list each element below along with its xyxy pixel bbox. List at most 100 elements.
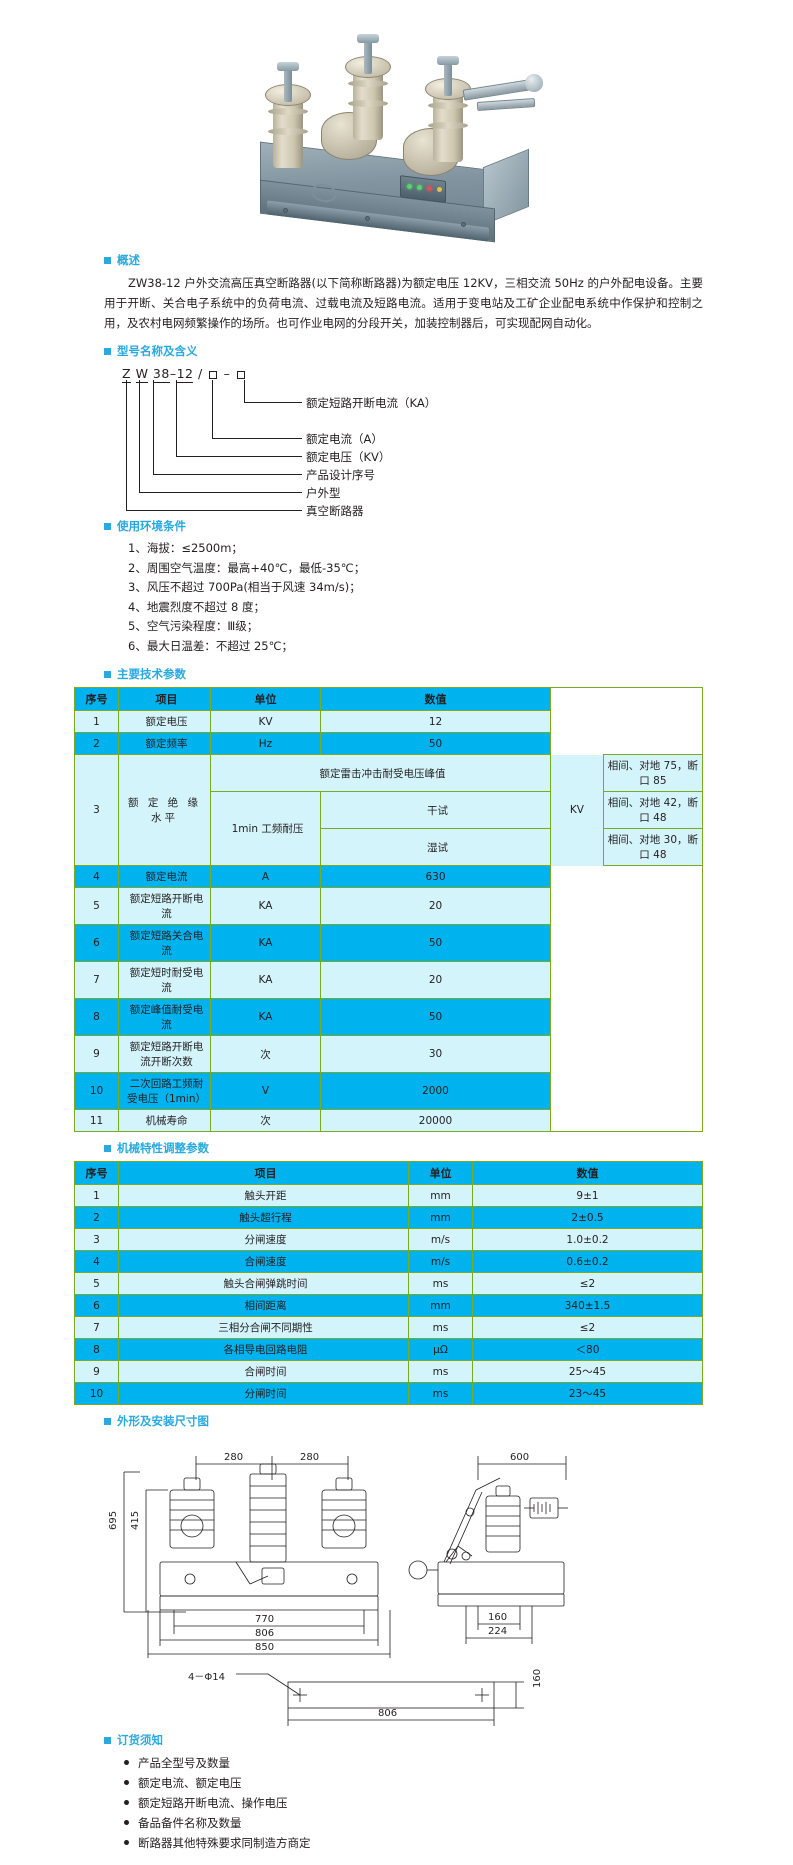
terminal-post-b [364, 40, 372, 74]
dimension-drawings: 280 280 695 415 770 806 850 600 160 224 … [0, 1434, 793, 1726]
dim-front-height-695: 695 [108, 1510, 119, 1530]
table-header-row: 序号 项目 单位 数值 [74, 1161, 703, 1185]
section-heading-main-params: 主要技术参数 [0, 666, 793, 682]
breaker-illustration [225, 8, 570, 248]
cell-item: 分闸速度 [118, 1228, 409, 1251]
leader-v-12 [176, 380, 177, 456]
table-row: 6 额定短路关合电流 KA 50 [74, 924, 703, 962]
cell-no: 3 [74, 1228, 119, 1251]
table-row: 1 额定电压 KV 12 [74, 710, 703, 733]
bullet-square-icon [104, 256, 111, 264]
table-row: 4 合闸速度 m/s 0.6±0.2 [74, 1250, 703, 1273]
cell-item: 额定短路关合电流 [118, 924, 211, 962]
ordering-list: 产品全型号及数量 额定电流、额定电压 额定短路开断电流、操作电压 备品备件名称及… [0, 1753, 793, 1853]
leader-h-vcb [126, 510, 302, 511]
mech-params-table-wrap: 序号 项目 单位 数值 1 触头开距 mm 9±1 2 触头超行程 mm 2±0 [0, 1161, 793, 1405]
cell-value: 30 [320, 1035, 551, 1073]
cell-no: 2 [74, 1206, 119, 1229]
ordering-item: 额定电流、额定电压 [124, 1773, 793, 1793]
cell-value: 12 [320, 710, 551, 733]
model-code-box-breaking [236, 370, 245, 379]
leader-h-design [153, 474, 302, 475]
dim-front-width-806: 806 [255, 1628, 275, 1639]
cell-no: 4 [74, 1250, 119, 1273]
cell-no: 3 [74, 754, 119, 866]
environment-item: 5、空气污染程度：Ⅲ级； [128, 619, 259, 633]
cell-dry-test: 干试 [320, 791, 551, 829]
cell-item: 相间距离 [118, 1294, 409, 1317]
table-row: 10 二次回路工频耐受电压（1min） V 2000 [74, 1072, 703, 1110]
model-code-38: 38 [152, 366, 170, 383]
cell-unit: m/s [408, 1250, 473, 1273]
col-header-value: 数值 [472, 1161, 703, 1185]
cell-unit: mm [408, 1206, 473, 1229]
cell-insulation-group: 额 定 绝 缘水平 [118, 754, 211, 866]
cell-item: 额定电流 [118, 865, 211, 888]
cell-no: 10 [74, 1072, 119, 1110]
section-heading-model: 型号名称及含义 [0, 343, 793, 359]
indicator-led-green-1 [407, 184, 412, 189]
model-heading-label: 型号名称及含义 [117, 344, 198, 358]
cell-lightning-impulse: 额定雷击冲击耐受电压峰值 [210, 754, 551, 792]
product-photo [0, 0, 793, 252]
cell-no: 7 [74, 961, 119, 999]
col-header-unit: 单位 [408, 1161, 473, 1185]
cell-value: 50 [320, 732, 551, 755]
leader-v-38 [153, 380, 154, 474]
leader-h-outdoor [139, 492, 302, 493]
environment-list: 1、海拔：≤2500m； 2、周围空气温度：最高+40℃，最低-35℃； 3、风… [0, 539, 793, 656]
cell-value: ≤2 [472, 1316, 703, 1339]
dim-plan-806: 806 [378, 1708, 398, 1719]
dim-front-width-850: 850 [255, 1642, 275, 1653]
model-code-minus: – [223, 366, 231, 381]
cell-unit: A [210, 865, 321, 888]
operating-arm-lower [476, 97, 536, 112]
table-row-insulation: 3 额 定 绝 缘水平 额定雷击冲击耐受电压峰值 KV 相间、对地 75，断口 … [74, 754, 704, 866]
cell-no: 1 [74, 1184, 119, 1207]
environment-item: 6、最大日温差：不超过 25℃； [128, 638, 294, 653]
ordering-item: 额定短路开断电流、操作电压 [124, 1793, 793, 1813]
cell-no: 7 [74, 1316, 119, 1339]
col-header-value: 数值 [320, 687, 551, 711]
cell-unit: μΩ [408, 1338, 473, 1361]
cell-no: 6 [74, 1294, 119, 1317]
col-header-item: 项目 [118, 687, 211, 711]
leader-h-voltage [176, 456, 302, 457]
cell-item: 合闸时间 [118, 1360, 409, 1383]
cell-value: 相间、对地 42，断口 48 [602, 791, 704, 829]
model-label-design-serial: 产品设计序号 [306, 468, 375, 482]
cell-no: 9 [74, 1035, 119, 1073]
cell-value: 20 [320, 961, 551, 999]
cell-unit: ms [408, 1382, 473, 1405]
main-params-table: 序号 项目 单位 数值 1 额定电压 KV 12 2 额定频率 Hz 50 [74, 687, 704, 1132]
insulation-unit-table: KV [551, 755, 603, 866]
cell-unit: ms [408, 1272, 473, 1295]
bullet-square-icon [104, 670, 111, 678]
table-row: 2 额定频率 Hz 50 [74, 732, 703, 755]
cell-value: 20000 [320, 1109, 551, 1132]
cell-no: 4 [74, 865, 119, 888]
table-row: 8 各相导电回路电阻 μΩ ＜80 [74, 1338, 703, 1361]
bullet-square-icon [104, 1144, 111, 1152]
cell-no: 11 [74, 1109, 119, 1132]
col-header-no: 序号 [74, 687, 119, 711]
indicator-led-red [427, 186, 432, 191]
cell-value: 2000 [320, 1072, 551, 1110]
ordering-item: 断路器其他特殊要求同制造方商定 [124, 1833, 793, 1853]
mount-bolt [283, 208, 288, 213]
cell-item: 触头开距 [118, 1184, 409, 1207]
cell-power-freq: 1min 工频耐压 [210, 791, 321, 866]
model-code-dash: – [169, 366, 177, 381]
dim-side-160: 160 [488, 1612, 508, 1623]
cell-no: 8 [74, 1338, 119, 1361]
main-params-heading-label: 主要技术参数 [117, 667, 186, 681]
cell-item: 机械寿命 [118, 1109, 211, 1132]
environment-item: 3、风压不超过 700Pa(相当于风速 34m/s)； [128, 580, 361, 594]
cell-value: 0.6±0.2 [472, 1250, 703, 1273]
ordering-item: 产品全型号及数量 [124, 1753, 793, 1773]
cell-item: 额定短路开断电流开断次数 [118, 1035, 211, 1073]
model-label-rated-voltage: 额定电压（KV） [306, 450, 391, 464]
mech-params-table: 序号 项目 单位 数值 1 触头开距 mm 9±1 2 触头超行程 mm 2±0 [74, 1161, 703, 1405]
dim-front-height-415: 415 [130, 1510, 141, 1530]
leader-h-breaking [244, 402, 302, 403]
